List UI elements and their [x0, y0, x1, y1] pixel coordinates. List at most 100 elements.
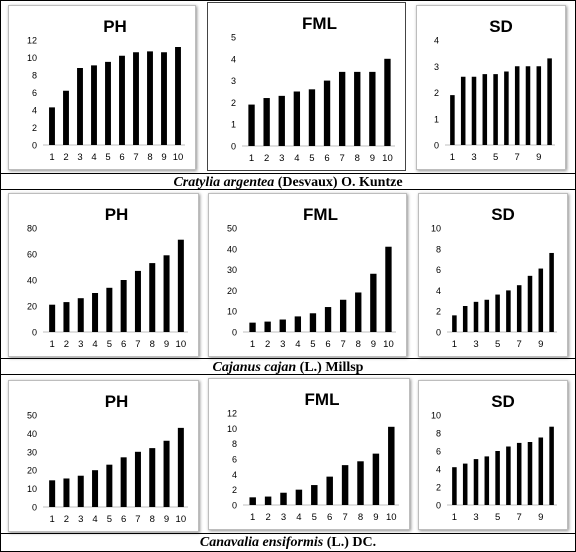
bar-r2c3-9 [538, 268, 544, 332]
chart-title-r3c2: FML [305, 390, 340, 409]
bar-r2c1-10 [177, 239, 184, 332]
x-tick-label-r2c1-10: 10 [176, 339, 187, 350]
y-tick-label-r1c2-5: 5 [231, 33, 236, 43]
y-tick-label-r3c2-3: 6 [232, 455, 237, 465]
x-tick-label-r2c3-1: 1 [452, 339, 457, 350]
chart-panel-r3c1: PH 0 10 20 30 40 50 1 2 3 4 5 6 7 8 9 10 [8, 380, 199, 532]
bar-r1c2-10 [384, 58, 391, 146]
x-tick-label-r1c3-1: 1 [450, 152, 455, 163]
chart-svg-r2c2: FML 0 10 20 30 40 50 1 2 3 4 5 6 7 8 9 10 [227, 205, 396, 350]
bar-r2c3-5 [495, 294, 500, 332]
bar-r2c3-1 [452, 315, 457, 332]
x-tick-label-r1c1-5: 5 [105, 152, 110, 163]
x-tick-label-r3c3-1: 1 [452, 512, 457, 523]
x-tick-label-r2c1-5: 5 [107, 339, 112, 350]
y-tick-label-r3c2-1: 2 [232, 485, 237, 495]
y-tick-label-r3c3-0: 0 [436, 501, 441, 511]
x-tick-label-r3c2-2: 2 [265, 512, 270, 523]
y-tick-label-r1c3-3: 3 [434, 62, 439, 72]
y-tick-label-r2c3-2: 4 [436, 286, 441, 296]
x-tick-label-r2c1-4: 4 [92, 339, 97, 350]
bar-r1c1-5 [105, 61, 111, 145]
x-tick-label-r1c1-3: 3 [77, 152, 82, 163]
x-tick-label-r1c3-3: 3 [471, 152, 476, 163]
x-tick-label-r1c2-9: 9 [370, 153, 375, 164]
x-tick-label-r1c2-7: 7 [340, 153, 345, 164]
x-tick-label-r2c1-9: 9 [164, 339, 169, 350]
x-tick-label-r2c2-6: 6 [325, 339, 330, 350]
x-tick-label-r2c2-4: 4 [295, 339, 300, 350]
bar-r3c2-5 [311, 485, 318, 505]
bar-r2c2-2 [264, 321, 271, 332]
bar-r1c3-8 [525, 66, 531, 145]
bar-r2c2-8 [355, 292, 362, 332]
caption-row3-author: (L.) DC. [323, 535, 377, 550]
bar-r3c1-3 [77, 475, 84, 507]
bar-r1c1-9 [161, 52, 167, 145]
y-tick-label-r2c1-2: 40 [27, 276, 37, 286]
bar-r1c3-1 [450, 95, 455, 145]
bar-r3c1-6 [120, 457, 127, 507]
x-tick-label-r1c3-7: 7 [515, 152, 520, 163]
x-tick-label-r2c1-3: 3 [78, 339, 83, 350]
x-tick-label-r3c2-1: 1 [250, 512, 255, 523]
y-tick-label-r2c3-3: 6 [436, 265, 441, 275]
y-tick-label-r3c2-2: 4 [232, 470, 237, 480]
x-tick-label-r2c1-8: 8 [150, 339, 155, 350]
y-tick-label-r3c2-5: 10 [227, 424, 237, 434]
y-tick-label-r3c1-1: 10 [27, 484, 37, 494]
bar-r2c1-9 [163, 255, 170, 332]
bar-r2c2-1 [249, 322, 256, 332]
bar-r1c1-6 [119, 55, 125, 145]
bar-r1c3-9 [536, 66, 542, 145]
chart-panel-r3c2: FML 0 2 4 6 8 10 12 1 2 3 4 5 6 7 8 9 10 [208, 378, 410, 530]
bar-r3c2-9 [372, 453, 380, 505]
bar-r2c2-7 [339, 299, 347, 332]
bar-r3c2-1 [249, 497, 256, 505]
chart-title-r1c2: FML [302, 14, 337, 33]
y-tick-label-r1c1-5: 10 [27, 53, 37, 63]
bar-r2c2-4 [294, 316, 302, 332]
bar-r1c2-2 [263, 98, 270, 146]
x-tick-label-r3c1-10: 10 [176, 514, 187, 525]
bar-r1c3-6 [504, 71, 509, 145]
x-tick-label-r1c1-1: 1 [49, 152, 54, 163]
x-tick-label-r3c3-9: 9 [538, 512, 543, 523]
chart-panel-r2c1: PH 0 20 40 60 80 1 2 3 4 5 6 7 8 9 10 [8, 193, 199, 357]
row3-divider [0, 533, 576, 534]
y-tick-label-r3c1-5: 50 [27, 411, 37, 421]
chart-panel-r2c2: FML 0 10 20 30 40 50 1 2 3 4 5 6 7 8 9 10 [208, 193, 407, 357]
bar-r1c1-10 [175, 47, 181, 145]
y-tick-label-r1c1-1: 2 [32, 123, 37, 133]
y-tick-label-r1c3-2: 2 [434, 88, 439, 98]
x-tick-label-r2c1-6: 6 [121, 339, 126, 350]
bar-r1c3-3 [471, 76, 477, 145]
x-tick-label-r3c3-3: 3 [473, 512, 478, 523]
y-tick-label-r2c1-0: 0 [32, 328, 37, 338]
chart-panel-r1c2: FML 0 1 2 3 4 5 1 2 3 4 5 6 7 8 9 10 [207, 2, 406, 171]
bar-r2c3-3 [473, 301, 479, 332]
x-tick-label-r2c3-5: 5 [495, 339, 500, 350]
bar-r2c1-7 [134, 270, 141, 332]
bar-r2c1-5 [106, 287, 113, 332]
x-tick-label-r3c2-3: 3 [281, 512, 286, 523]
y-tick-label-r1c1-2: 4 [32, 106, 37, 116]
chart-panel-r2c3: SD 0 2 4 6 8 10 1 3 5 7 9 [418, 193, 568, 357]
x-tick-label-r1c1-7: 7 [133, 152, 138, 163]
bar-r1c1-2 [63, 90, 69, 145]
x-tick-label-r3c1-3: 3 [78, 514, 83, 525]
row2-caption-bottom-divider [0, 374, 576, 375]
chart-panel-r1c1: PH 0 2 4 6 8 10 12 1 2 3 4 5 6 7 8 9 10 [8, 5, 196, 170]
y-tick-label-r2c3-1: 2 [436, 307, 441, 317]
y-tick-label-r3c3-5: 10 [431, 411, 441, 421]
bar-r3c1-10 [177, 427, 184, 507]
bar-r3c3-2 [462, 463, 468, 505]
x-tick-label-r1c1-10: 10 [173, 152, 184, 163]
bar-r3c2-4 [295, 489, 303, 505]
bar-r2c3-4 [484, 299, 490, 332]
x-tick-label-r1c3-9: 9 [536, 152, 541, 163]
y-tick-label-r2c3-4: 8 [436, 244, 441, 254]
bar-r3c1-1 [49, 480, 56, 507]
caption-row1-species: Cratylia argentea [173, 175, 275, 190]
y-tick-label-r3c2-6: 12 [227, 409, 237, 419]
